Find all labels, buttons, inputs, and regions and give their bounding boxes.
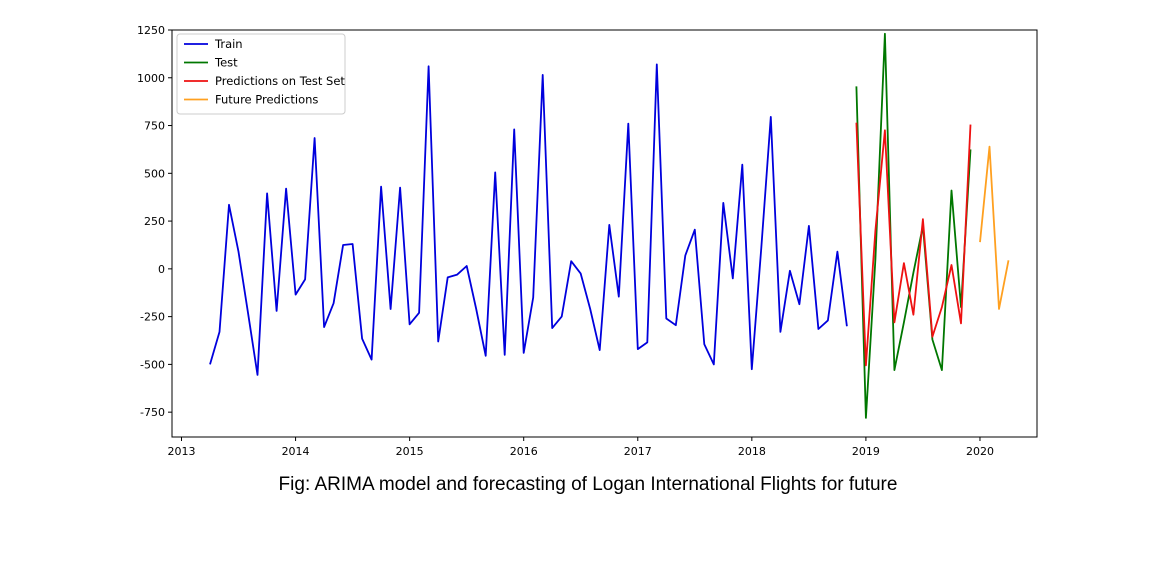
plot-frame <box>171 29 1038 438</box>
y-tick-label: 1000 <box>137 72 165 85</box>
tick-layer: 1250 1000 750 500 250 0 -250 -500 -750 2013 2014 20… <box>137 24 994 458</box>
y-tick-label: 750 <box>144 120 165 133</box>
y-tick-label: -250 <box>140 311 165 324</box>
series-line-predictions-on-test-set <box>855 122 972 367</box>
x-tick-label: 2013 <box>168 445 196 458</box>
legend: Train Test Predictions on Test Set Future P… <box>176 33 346 115</box>
x-tick-label: 2019 <box>852 445 880 458</box>
legend-label: Test <box>214 56 238 70</box>
y-tick-label: 1250 <box>137 24 165 37</box>
x-tick-label: 2020 <box>966 445 994 458</box>
legend-label: Predictions on Test Set <box>215 74 345 88</box>
x-tick-label: 2014 <box>282 445 310 458</box>
figure-caption: Fig: ARIMA model and forecasting of Loga… <box>278 474 898 495</box>
series-line-test <box>855 32 972 419</box>
y-tick-label: 500 <box>144 167 165 180</box>
y-tick-label: -500 <box>140 358 165 371</box>
legend-box <box>176 33 346 115</box>
legend-label: Future Predictions <box>215 93 318 107</box>
x-tick-label: 2015 <box>396 445 424 458</box>
y-tick-label: 0 <box>158 263 165 276</box>
legend-label: Train <box>214 37 243 51</box>
y-tick-label: -750 <box>140 406 165 419</box>
x-tick-label: 2017 <box>624 445 652 458</box>
y-tick-label: 250 <box>144 215 165 228</box>
x-tick-label: 2016 <box>510 445 538 458</box>
series-line-train <box>209 63 848 376</box>
series-layer <box>209 32 1010 419</box>
x-tick-label: 2018 <box>738 445 766 458</box>
series-line-future-predictions <box>979 145 1010 310</box>
